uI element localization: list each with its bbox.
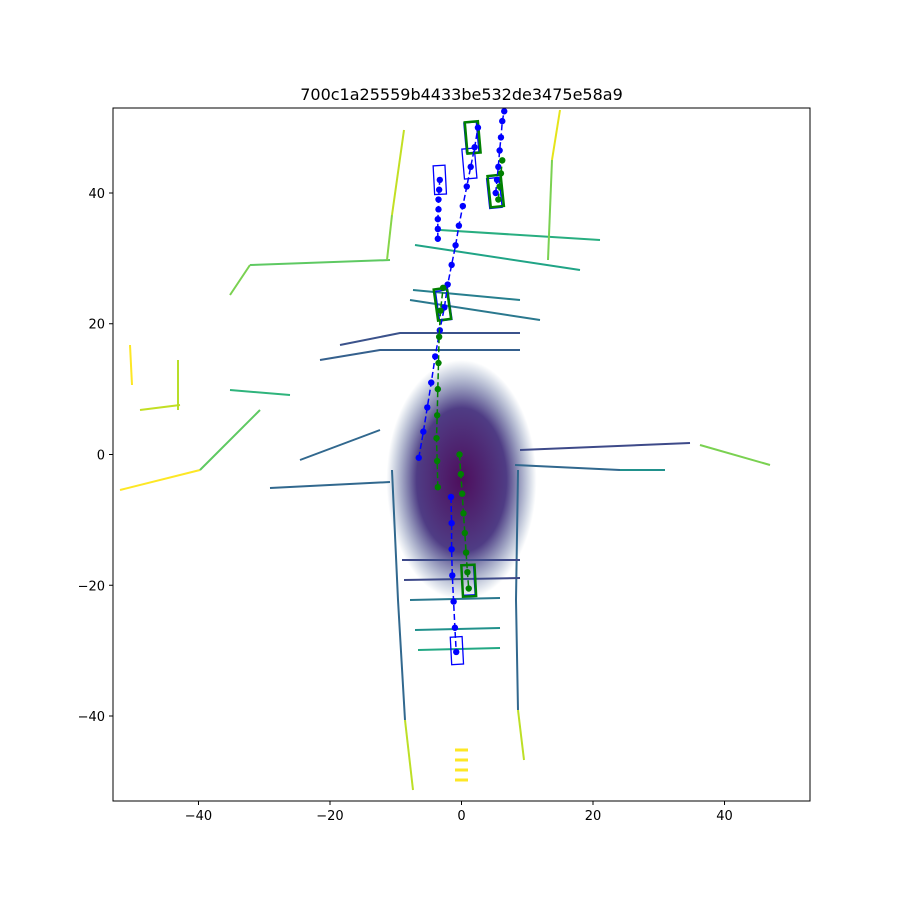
trajectory-point-green-6-1 — [496, 183, 503, 190]
trajectory-point-blue-0-3 — [428, 379, 435, 386]
pointcloud-road-crossing — [119, 409, 771, 491]
trajectory-point-green-5-1 — [457, 470, 465, 478]
trajectory-point-green-6-3 — [499, 157, 506, 164]
trajectory-point-blue-0-1 — [420, 428, 427, 435]
trajectory-line-green-4 — [435, 287, 444, 488]
trajectory-point-blue-0-14 — [471, 144, 478, 151]
y-tick-label: 20 — [88, 318, 105, 333]
trajectory-point-green-4-7 — [437, 307, 444, 314]
trajectory-point-blue-0-7 — [444, 281, 451, 288]
trajectory-point-blue-3-4 — [497, 134, 505, 141]
trajectory-point-blue-2-3 — [449, 572, 456, 579]
trajectory-point-blue-3-6 — [501, 108, 508, 115]
trajectory-point-blue-1-5 — [435, 186, 443, 193]
trajectory-point-green-4-1 — [433, 457, 441, 465]
point-cloud — [119, 109, 771, 791]
trajectory-line-blue-0 — [418, 127, 479, 458]
trajectory-point-blue-1-6 — [436, 176, 444, 184]
trajectory-point-blue-0-2 — [424, 404, 431, 411]
trajectory-point-green-5-4 — [461, 529, 468, 537]
trajectory-point-green-5-6 — [464, 568, 471, 576]
trajectory-point-blue-1-4 — [435, 196, 442, 203]
trajectory-point-green-4-8 — [439, 284, 447, 291]
x-tick-label: −20 — [316, 809, 343, 824]
trajectory-point-blue-1-1 — [434, 225, 442, 233]
trajectory-point-green-4-5 — [435, 359, 442, 367]
axis-ticks: −40 −20 0 20 40 −40 −20 0 20 40 — [78, 187, 733, 824]
trajectory-point-blue-2-4 — [450, 598, 457, 605]
trajectory-point-green-4-2 — [433, 434, 440, 442]
chart-title: 700c1a25559b4433be532de3475e58a9 — [300, 85, 623, 104]
trajectory-point-green-6-0 — [495, 196, 502, 203]
object-box-green-8 — [486, 173, 506, 209]
trajectory-point-green-5-7 — [465, 585, 472, 592]
trajectory-point-blue-0-8 — [448, 261, 455, 269]
trajectory-point-blue-0-12 — [463, 183, 470, 190]
trajectory-point-blue-3-2 — [495, 163, 502, 171]
trajectory-point-green-4-6 — [435, 333, 443, 341]
x-tick-label: 20 — [585, 809, 602, 824]
x-tick-label: −40 — [185, 809, 212, 824]
object-box-green-10 — [460, 563, 478, 599]
trajectory-point-blue-2-5 — [451, 624, 459, 631]
trajectory-point-blue-2-6 — [453, 648, 460, 656]
trajectory-point-green-5-5 — [462, 549, 470, 556]
x-tick-label: 40 — [716, 809, 733, 824]
trajectory-point-blue-2-0 — [447, 493, 455, 501]
trajectory-point-blue-1-2 — [434, 215, 442, 223]
trajectory-point-blue-3-5 — [499, 117, 506, 125]
object-box-blue-0 — [432, 164, 448, 196]
trajectory-point-green-6-2 — [497, 170, 505, 177]
y-tick-label: −40 — [78, 710, 105, 725]
trajectory-point-blue-3-0 — [492, 189, 499, 197]
trajectory-point-green-4-0 — [434, 483, 442, 491]
trajectory-line-green-5 — [458, 454, 470, 589]
trajectory-point-blue-0-10 — [455, 222, 463, 229]
y-tick-label: 0 — [97, 449, 105, 464]
trajectory-point-blue-0-4 — [431, 353, 439, 360]
trajectory-point-green-5-3 — [460, 510, 467, 517]
trajectory-line-green-6 — [497, 160, 504, 200]
chart-marks — [415, 108, 508, 666]
trajectory-point-green-4-4 — [434, 385, 442, 393]
pointcloud-far-south — [455, 748, 468, 782]
trajectory-point-blue-3-3 — [496, 147, 503, 154]
trajectory-point-blue-1-3 — [435, 206, 442, 213]
pointcloud-core — [386, 360, 537, 600]
trajectory-point-blue-0-13 — [467, 163, 474, 171]
trajectory-point-green-5-0 — [456, 451, 463, 458]
trajectory-point-blue-0-11 — [459, 202, 467, 210]
trajectory-point-blue-2-1 — [448, 519, 455, 527]
pointcloud-road-north — [129, 109, 601, 411]
object-box-blue-6 — [449, 635, 465, 666]
trajectory-point-blue-1-0 — [434, 235, 442, 242]
trajectory-point-blue-0-15 — [474, 124, 482, 131]
trajectory-point-blue-0-9 — [452, 242, 459, 249]
y-tick-label: −20 — [78, 579, 105, 594]
trajectory-point-blue-2-2 — [448, 546, 455, 553]
trajectory-point-green-4-3 — [433, 412, 441, 419]
y-tick-label: 40 — [88, 187, 105, 202]
x-tick-label: 0 — [457, 809, 465, 824]
trajectory-point-blue-0-0 — [415, 454, 422, 461]
trajectory-point-green-5-2 — [458, 490, 466, 497]
trajectory-point-blue-3-1 — [493, 176, 501, 184]
